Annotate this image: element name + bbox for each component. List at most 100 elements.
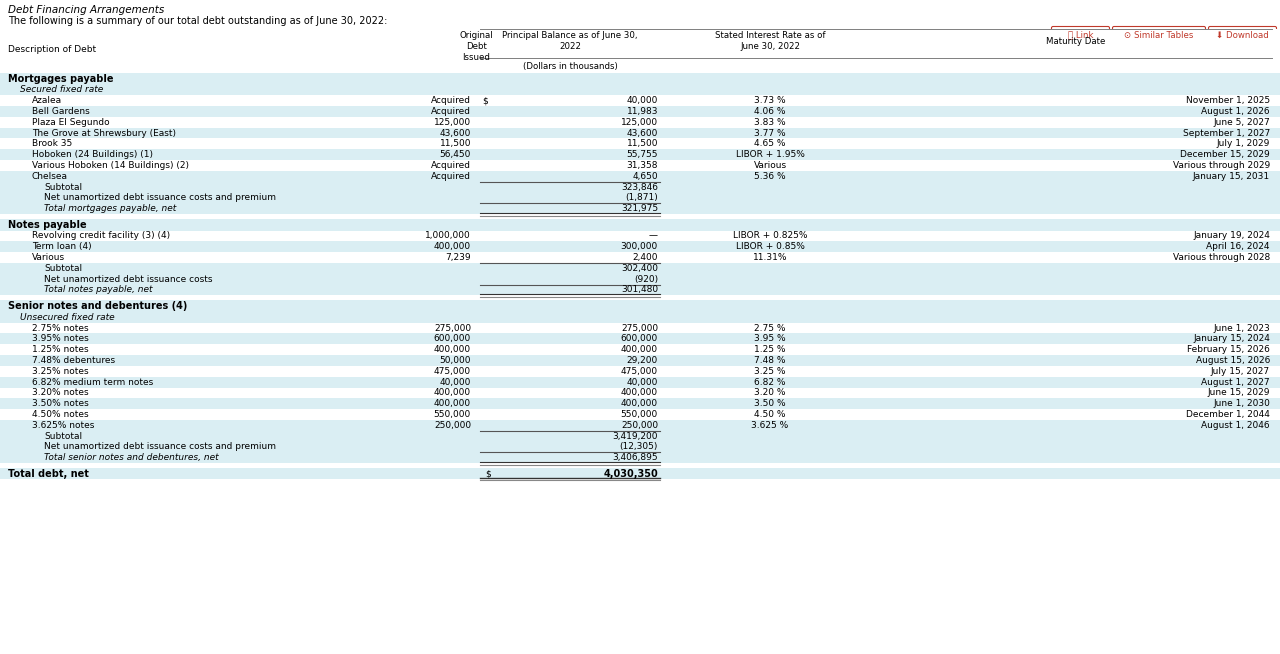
Text: Secured fixed rate: Secured fixed rate bbox=[20, 86, 104, 94]
Text: 3,419,200: 3,419,200 bbox=[613, 432, 658, 441]
Text: 3.20% notes: 3.20% notes bbox=[32, 388, 88, 398]
Text: August 15, 2026: August 15, 2026 bbox=[1196, 356, 1270, 365]
Text: June 1, 2030: June 1, 2030 bbox=[1213, 399, 1270, 408]
Bar bbox=[0, 160, 1280, 171]
Text: 29,200: 29,200 bbox=[627, 356, 658, 365]
Text: January 15, 2024: January 15, 2024 bbox=[1193, 334, 1270, 343]
Bar bbox=[0, 73, 1280, 84]
Text: Brook 35: Brook 35 bbox=[32, 139, 72, 148]
Text: 31,358: 31,358 bbox=[626, 161, 658, 170]
Bar bbox=[0, 344, 1280, 355]
Text: Subtotal: Subtotal bbox=[44, 264, 82, 273]
Text: June 15, 2029: June 15, 2029 bbox=[1207, 388, 1270, 398]
Bar bbox=[0, 84, 1280, 95]
Text: (920): (920) bbox=[634, 275, 658, 284]
Text: LIBOR + 1.95%: LIBOR + 1.95% bbox=[736, 150, 804, 159]
Bar bbox=[0, 106, 1280, 117]
Text: June 1, 2023: June 1, 2023 bbox=[1213, 324, 1270, 333]
Text: Debt Financing Arrangements: Debt Financing Arrangements bbox=[8, 5, 164, 15]
Text: Term loan (4): Term loan (4) bbox=[32, 242, 92, 251]
Text: April 16, 2024: April 16, 2024 bbox=[1207, 242, 1270, 251]
Bar bbox=[0, 59, 1280, 72]
Text: 55,755: 55,755 bbox=[626, 150, 658, 159]
Text: Stated Interest Rate as of
June 30, 2022: Stated Interest Rate as of June 30, 2022 bbox=[714, 31, 826, 51]
Text: Acquired: Acquired bbox=[431, 107, 471, 116]
Bar bbox=[0, 214, 1280, 219]
Text: December 15, 2029: December 15, 2029 bbox=[1180, 150, 1270, 159]
Text: 🔗 Link: 🔗 Link bbox=[1068, 31, 1093, 39]
Bar bbox=[0, 377, 1280, 388]
Text: Plaza El Segundo: Plaza El Segundo bbox=[32, 118, 110, 127]
Text: Acquired: Acquired bbox=[431, 172, 471, 181]
Bar bbox=[0, 300, 1280, 312]
Text: (1,871): (1,871) bbox=[625, 194, 658, 202]
Bar bbox=[0, 441, 1280, 453]
Text: LIBOR + 0.825%: LIBOR + 0.825% bbox=[732, 232, 808, 241]
Text: Azalea: Azalea bbox=[32, 96, 63, 105]
Text: 40,000: 40,000 bbox=[439, 377, 471, 387]
Bar bbox=[0, 366, 1280, 377]
Bar bbox=[0, 95, 1280, 106]
Text: 3.25 %: 3.25 % bbox=[754, 367, 786, 376]
Text: Original
Debt
Issued: Original Debt Issued bbox=[460, 31, 493, 61]
Text: 11,500: 11,500 bbox=[439, 139, 471, 148]
Bar bbox=[0, 322, 1280, 334]
Text: Principal Balance as of June 30,
2022: Principal Balance as of June 30, 2022 bbox=[502, 31, 637, 51]
Text: 50,000: 50,000 bbox=[439, 356, 471, 365]
Text: September 1, 2027: September 1, 2027 bbox=[1183, 129, 1270, 137]
Bar bbox=[0, 274, 1280, 284]
Text: 2.75% notes: 2.75% notes bbox=[32, 324, 88, 333]
Bar bbox=[0, 463, 1280, 468]
Bar bbox=[0, 296, 1280, 300]
Text: 400,000: 400,000 bbox=[621, 399, 658, 408]
Text: Revolving credit facility (3) (4): Revolving credit facility (3) (4) bbox=[32, 232, 170, 241]
Text: ⬇ Download: ⬇ Download bbox=[1216, 31, 1268, 39]
Text: 3,406,895: 3,406,895 bbox=[612, 453, 658, 462]
Text: February 15, 2026: February 15, 2026 bbox=[1187, 345, 1270, 354]
Bar bbox=[0, 117, 1280, 128]
Text: 400,000: 400,000 bbox=[621, 345, 658, 354]
Text: 40,000: 40,000 bbox=[627, 96, 658, 105]
Text: Various: Various bbox=[32, 253, 65, 262]
Text: 11.31%: 11.31% bbox=[753, 253, 787, 262]
Bar bbox=[0, 241, 1280, 252]
Text: 550,000: 550,000 bbox=[621, 410, 658, 419]
Text: Total senior notes and debentures, net: Total senior notes and debentures, net bbox=[44, 453, 219, 462]
Bar bbox=[0, 388, 1280, 398]
Text: 3.95% notes: 3.95% notes bbox=[32, 334, 88, 343]
Text: 3.50 %: 3.50 % bbox=[754, 399, 786, 408]
Bar bbox=[0, 284, 1280, 296]
Text: 5.36 %: 5.36 % bbox=[754, 172, 786, 181]
Text: 43,600: 43,600 bbox=[439, 129, 471, 137]
Text: 125,000: 125,000 bbox=[621, 118, 658, 127]
Text: 7.48% debentures: 7.48% debentures bbox=[32, 356, 115, 365]
Text: January 15, 2031: January 15, 2031 bbox=[1193, 172, 1270, 181]
Text: 3.625% notes: 3.625% notes bbox=[32, 421, 95, 430]
Bar bbox=[0, 192, 1280, 203]
Text: Unsecured fixed rate: Unsecured fixed rate bbox=[20, 313, 115, 322]
Text: 2,400: 2,400 bbox=[632, 253, 658, 262]
Bar bbox=[0, 263, 1280, 274]
Text: 3.20 %: 3.20 % bbox=[754, 388, 786, 398]
Text: 600,000: 600,000 bbox=[621, 334, 658, 343]
Text: August 1, 2046: August 1, 2046 bbox=[1202, 421, 1270, 430]
Text: August 1, 2027: August 1, 2027 bbox=[1202, 377, 1270, 387]
Bar bbox=[0, 420, 1280, 431]
Text: Various: Various bbox=[754, 161, 787, 170]
Text: Various through 2029: Various through 2029 bbox=[1172, 161, 1270, 170]
Bar bbox=[0, 252, 1280, 263]
Text: Bell Gardens: Bell Gardens bbox=[32, 107, 90, 116]
Text: 3.95 %: 3.95 % bbox=[754, 334, 786, 343]
Text: November 1, 2025: November 1, 2025 bbox=[1185, 96, 1270, 105]
Text: 7.48 %: 7.48 % bbox=[754, 356, 786, 365]
Bar bbox=[0, 355, 1280, 366]
Text: 11,500: 11,500 bbox=[626, 139, 658, 148]
Text: 3.73 %: 3.73 % bbox=[754, 96, 786, 105]
Text: 400,000: 400,000 bbox=[434, 345, 471, 354]
Text: ⊙ Similar Tables: ⊙ Similar Tables bbox=[1124, 31, 1194, 39]
Bar bbox=[0, 182, 1280, 192]
Bar bbox=[0, 203, 1280, 214]
Text: 275,000: 275,000 bbox=[434, 324, 471, 333]
Text: 4.50% notes: 4.50% notes bbox=[32, 410, 88, 419]
Text: Total debt, net: Total debt, net bbox=[8, 468, 88, 479]
